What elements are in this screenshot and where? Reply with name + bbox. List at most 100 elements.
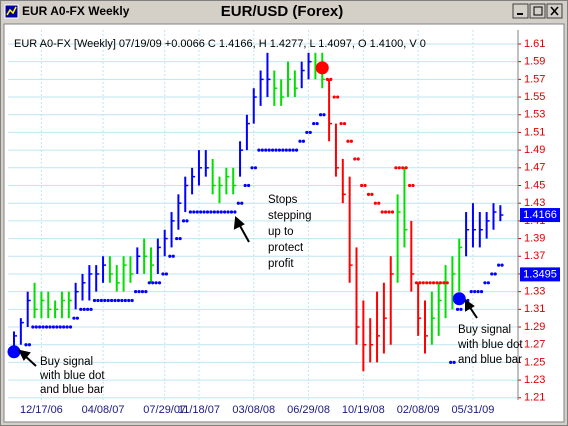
stop-dot [38, 325, 42, 329]
stop-dot [75, 316, 79, 320]
price-label-box [520, 267, 560, 282]
stop-dot [31, 325, 35, 329]
stop-dot [82, 307, 86, 311]
x-tick-label: 12/17/06 [20, 404, 63, 416]
y-tick-label: 1.45 [524, 179, 545, 191]
stop-dot [127, 298, 131, 303]
annotation: up to [268, 226, 294, 238]
stop-dot [401, 166, 405, 170]
stop-dot [113, 298, 117, 303]
y-tick-label: 1.51 [524, 126, 545, 138]
stop-dot [247, 183, 251, 188]
arrow-head [465, 299, 475, 312]
x-tick-label: 05/31/09 [452, 404, 495, 416]
stop-dot [500, 263, 504, 267]
stop-dot [390, 210, 395, 214]
stop-dot [178, 236, 182, 241]
stop-dot [192, 210, 196, 214]
y-tick-label: 1.21 [524, 392, 545, 404]
annotation: and blue bar [40, 384, 104, 396]
stop-dot [363, 183, 367, 188]
annotation-arrows [18, 215, 478, 367]
stop-dot [267, 148, 271, 152]
stop-dot [449, 360, 453, 365]
stop-dot [301, 139, 306, 143]
stop-dot [452, 360, 456, 365]
stop-dot [151, 281, 155, 285]
stop-dot [34, 325, 38, 329]
annotation: and blue bar [458, 354, 522, 366]
stop-dot [315, 121, 319, 126]
stop-dot [336, 95, 340, 99]
stop-dot [171, 254, 175, 258]
stop-dot [209, 210, 213, 214]
stop-dot [421, 281, 425, 285]
stop-dot [366, 192, 371, 196]
stop-dot [308, 130, 312, 135]
stop-dot [103, 298, 107, 303]
y-tick-label: 1.31 [524, 303, 545, 315]
stop-dot [291, 148, 295, 152]
arrow [238, 223, 250, 243]
stop-dot [298, 139, 302, 143]
stop-dot [106, 298, 110, 303]
stop-dot [305, 130, 309, 135]
stop-dot [483, 281, 487, 285]
stop-dot [493, 272, 497, 276]
stop-dot [469, 290, 473, 294]
stop-dot [116, 298, 121, 303]
y-tick-label: 1.59 [524, 56, 545, 68]
y-tick-label: 1.39 [524, 232, 545, 244]
stop-dot [123, 298, 127, 303]
stop-dot [147, 281, 151, 285]
y-tick-label: 1.43 [524, 197, 545, 209]
stop-dot [288, 148, 292, 152]
x-tick-label: 04/08/07 [82, 404, 125, 416]
stop-dot [253, 166, 258, 170]
x-tick-label: 07/29/07 [143, 404, 186, 416]
stop-dot [219, 210, 223, 214]
stop-dot [199, 210, 203, 214]
stop-dot [164, 272, 169, 276]
stop-dot [312, 121, 316, 126]
stop-dot [260, 148, 264, 152]
info-line: EUR A0-FX [Weekly] 07/19/09 +0.0066 C 1.… [14, 38, 426, 50]
stop-dot [185, 219, 189, 223]
close-glyph [550, 6, 559, 16]
stop-dot [346, 139, 350, 143]
stop-dot [120, 298, 124, 303]
minimize-button[interactable] [512, 3, 529, 19]
window-buttons [512, 3, 563, 19]
y-tick-label: 1.55 [524, 91, 545, 103]
stop-dot [490, 272, 494, 276]
y-tick-label: 1.29 [524, 321, 545, 333]
maximize-button[interactable] [529, 3, 546, 19]
stop-dot [110, 298, 114, 303]
stop-dot [51, 325, 55, 329]
stop-dot [377, 201, 381, 205]
y-tick-label: 1.33 [524, 286, 545, 298]
stop-dot [79, 307, 83, 311]
stop-dot [277, 148, 282, 152]
stop-dot [411, 183, 415, 188]
stop-dot [497, 263, 501, 267]
x-tick-label: 02/08/09 [397, 404, 440, 416]
stop-dot [342, 121, 347, 126]
stop-dot [92, 298, 97, 303]
stop-dot [407, 183, 412, 188]
stop-dot [281, 148, 285, 152]
stop-dot [195, 210, 199, 214]
annotation: stepping [268, 210, 311, 222]
annotation: Stops [268, 194, 298, 206]
window-icon-glyph [6, 6, 17, 16]
stop-dot [455, 307, 460, 311]
stop-dot [264, 148, 268, 152]
stop-dot [250, 166, 254, 170]
stop-dot [48, 325, 52, 329]
window-title: EUR A0-FX Weekly [22, 4, 130, 18]
stop-dot [380, 210, 384, 214]
stop-dot [428, 281, 432, 285]
stop-dot [27, 343, 32, 347]
stop-dot [322, 113, 326, 117]
stop-dot [294, 148, 299, 152]
